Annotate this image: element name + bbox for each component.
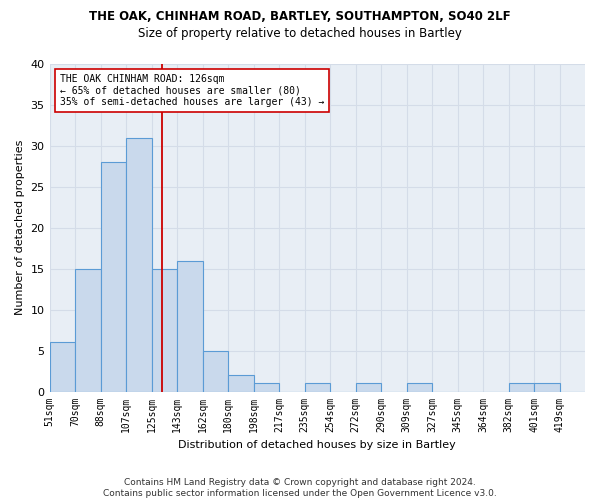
Bar: [75, 268, 101, 392]
X-axis label: Distribution of detached houses by size in Bartley: Distribution of detached houses by size …: [178, 440, 456, 450]
Bar: [509, 384, 534, 392]
Bar: [177, 260, 203, 392]
Text: THE OAK CHINHAM ROAD: 126sqm
← 65% of detached houses are smaller (80)
35% of se: THE OAK CHINHAM ROAD: 126sqm ← 65% of de…: [60, 74, 325, 107]
Bar: [101, 162, 126, 392]
Y-axis label: Number of detached properties: Number of detached properties: [15, 140, 25, 316]
Text: Contains HM Land Registry data © Crown copyright and database right 2024.
Contai: Contains HM Land Registry data © Crown c…: [103, 478, 497, 498]
Bar: [126, 138, 152, 392]
Bar: [305, 384, 330, 392]
Bar: [534, 384, 560, 392]
Bar: [50, 342, 75, 392]
Bar: [152, 268, 177, 392]
Text: Size of property relative to detached houses in Bartley: Size of property relative to detached ho…: [138, 28, 462, 40]
Bar: [407, 384, 432, 392]
Bar: [356, 384, 381, 392]
Text: THE OAK, CHINHAM ROAD, BARTLEY, SOUTHAMPTON, SO40 2LF: THE OAK, CHINHAM ROAD, BARTLEY, SOUTHAMP…: [89, 10, 511, 23]
Bar: [203, 350, 228, 392]
Bar: [228, 375, 254, 392]
Bar: [254, 384, 279, 392]
